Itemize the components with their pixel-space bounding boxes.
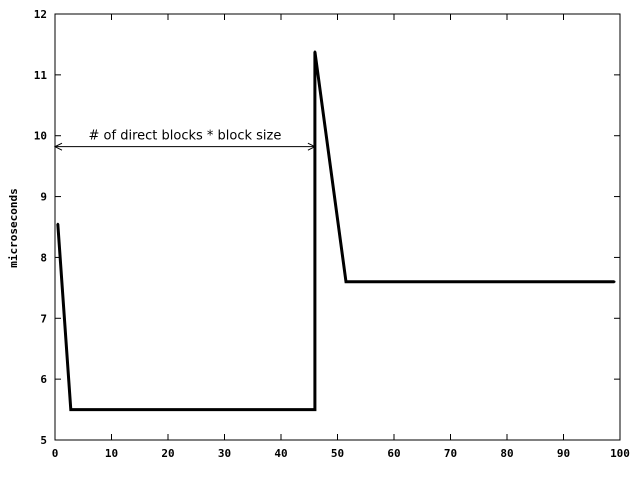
x-tick-label: 10: [105, 447, 118, 460]
y-tick-label: 9: [40, 191, 47, 204]
annotation-label: # of direct blocks * block size: [89, 129, 282, 144]
x-tick-label: 100: [610, 447, 630, 460]
annotation-arrowhead-left: [53, 142, 63, 151]
data-point: [313, 408, 317, 411]
series-line-0: [56, 51, 615, 412]
y-tick-label: 5: [40, 434, 47, 447]
y-axis-ticks: 5 6 7 8 9 10 11 12: [34, 8, 620, 447]
y-tick-label: 12: [34, 8, 47, 21]
y-tick-label: 11: [34, 69, 48, 82]
data-point: [56, 222, 60, 226]
data-point: [313, 50, 317, 53]
x-tick-label: 60: [387, 447, 400, 460]
y-tick-label: 6: [40, 373, 47, 386]
data-point: [613, 280, 616, 283]
x-tick-label: 40: [274, 447, 287, 460]
x-tick-label: 30: [218, 447, 231, 460]
annotation-arrowhead-right: [307, 142, 317, 151]
x-tick-label: 70: [444, 447, 457, 460]
x-tick-label: 20: [161, 447, 174, 460]
series-layer: [56, 50, 616, 412]
data-point: [69, 408, 73, 411]
annotation-layer: # of direct blocks * block size: [53, 129, 317, 151]
x-tick-label: 0: [52, 447, 59, 460]
y-tick-label: 10: [34, 130, 47, 143]
x-axis-ticks: 0 10 20 30 40 50 60 70 80 90 100: [52, 14, 630, 460]
x-tick-label: 80: [500, 447, 513, 460]
data-point: [344, 280, 348, 283]
x-tick-label: 50: [331, 447, 344, 460]
y-tick-label: 7: [40, 312, 47, 325]
x-tick-label: 90: [557, 447, 570, 460]
y-axis-label: microseconds: [7, 188, 20, 267]
y-tick-label: 8: [40, 251, 47, 264]
